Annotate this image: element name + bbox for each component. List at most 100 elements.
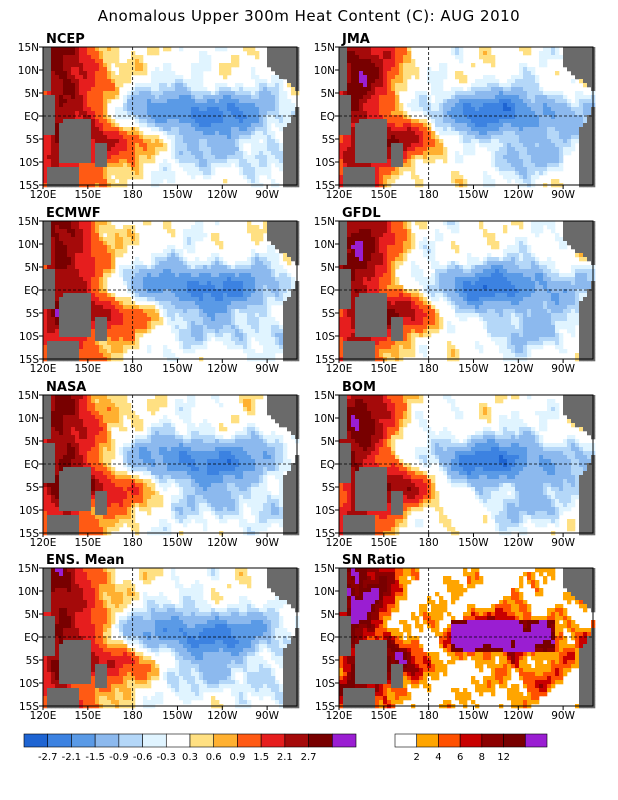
heatmap-cell — [91, 179, 96, 184]
heatmap-cell — [215, 139, 220, 144]
heatmap-cell — [251, 115, 256, 120]
heatmap-cell — [411, 139, 416, 144]
heatmap-cell — [139, 297, 144, 302]
heatmap-cell — [75, 83, 80, 88]
heatmap-cell — [531, 151, 536, 156]
heatmap-cell — [91, 47, 96, 52]
heatmap-cell — [67, 321, 72, 326]
heatmap-cell — [579, 71, 584, 76]
heatmap-cell — [59, 151, 64, 156]
heatmap-cell — [571, 135, 576, 140]
heatmap-cell — [363, 99, 368, 104]
heatmap-cell — [419, 95, 424, 100]
heatmap-cell — [271, 229, 276, 234]
heatmap-cell — [359, 151, 364, 156]
heatmap-cell — [243, 175, 248, 180]
heatmap-cell — [263, 119, 268, 124]
heatmap-cell — [343, 159, 348, 164]
heatmap-cell — [215, 131, 220, 136]
heatmap-cell — [491, 99, 496, 104]
heatmap-cell — [559, 91, 564, 96]
heatmap-cell — [167, 175, 172, 180]
heatmap-cell — [223, 91, 228, 96]
heatmap-cell — [559, 151, 564, 156]
heatmap-cell — [235, 313, 240, 318]
heatmap-cell — [543, 99, 548, 104]
heatmap-cell — [243, 127, 248, 132]
heatmap-cell — [459, 99, 464, 104]
heatmap-cell — [55, 107, 60, 112]
heatmap-cell — [235, 305, 240, 310]
heatmap-cell — [91, 127, 96, 132]
heatmap-cell — [51, 59, 56, 64]
heatmap-cell — [211, 309, 216, 314]
heatmap-cell — [523, 91, 528, 96]
heatmap-cell — [383, 151, 388, 156]
heatmap-cell — [211, 277, 216, 282]
heatmap-cell — [231, 281, 236, 286]
heatmap-cell — [267, 111, 272, 116]
heatmap-cell — [203, 285, 208, 290]
heatmap-cell — [155, 135, 160, 140]
heatmap-cell — [203, 143, 208, 148]
heatmap-cell — [523, 51, 528, 56]
heatmap-cell — [43, 305, 48, 310]
heatmap-cell — [343, 119, 348, 124]
heatmap-cell — [191, 301, 196, 306]
heatmap-cell — [79, 155, 84, 160]
heatmap-cell — [411, 71, 416, 76]
heatmap-cell — [227, 139, 232, 144]
heatmap-cell — [487, 79, 492, 84]
heatmap-cell — [555, 119, 560, 124]
heatmap-cell — [583, 115, 588, 120]
heatmap-cell — [275, 257, 280, 262]
heatmap-cell — [183, 167, 188, 172]
heatmap-cell — [235, 289, 240, 294]
heatmap-cell — [47, 225, 52, 230]
heatmap-cell — [43, 159, 48, 164]
heatmap-cell — [359, 75, 364, 80]
heatmap-cell — [91, 175, 96, 180]
heatmap-cell — [515, 75, 520, 80]
heatmap-cell — [163, 123, 168, 128]
heatmap-cell — [539, 91, 544, 96]
heatmap-cell — [379, 99, 384, 104]
heatmap-cell — [187, 139, 192, 144]
heatmap-cell — [387, 143, 392, 148]
heatmap-cell — [263, 277, 268, 282]
heatmap-cell — [523, 107, 528, 112]
heatmap-cell — [267, 269, 272, 274]
heatmap-cell — [391, 127, 396, 132]
heatmap-cell — [383, 175, 388, 180]
heatmap-cell — [179, 309, 184, 314]
heatmap-cell — [431, 75, 436, 80]
heatmap-cell — [51, 273, 56, 278]
heatmap-cell — [115, 175, 120, 180]
heatmap-cell — [527, 47, 532, 52]
heatmap-cell — [547, 119, 552, 124]
heatmap-cell — [459, 135, 464, 140]
heatmap-cell — [251, 321, 256, 326]
heatmap-cell — [403, 63, 408, 68]
heatmap-cell — [287, 305, 292, 310]
heatmap-cell — [379, 131, 384, 136]
heatmap-cell — [583, 67, 588, 72]
heatmap-cell — [283, 297, 288, 302]
heatmap-cell — [51, 147, 56, 152]
heatmap-cell — [439, 119, 444, 124]
heatmap-cell — [247, 277, 252, 282]
heatmap-cell — [55, 147, 60, 152]
heatmap-cell — [291, 321, 296, 326]
heatmap-cell — [439, 79, 444, 84]
heatmap-cell — [87, 297, 92, 302]
heatmap-cell — [403, 147, 408, 152]
heatmap-cell — [183, 143, 188, 148]
heatmap-cell — [131, 147, 136, 152]
heatmap-cell — [431, 131, 436, 136]
heatmap-cell — [43, 229, 48, 234]
heatmap-cell — [407, 115, 412, 120]
heatmap-cell — [119, 71, 124, 76]
heatmap-cell — [67, 167, 72, 172]
heatmap-cell — [531, 175, 536, 180]
heatmap-cell — [183, 91, 188, 96]
